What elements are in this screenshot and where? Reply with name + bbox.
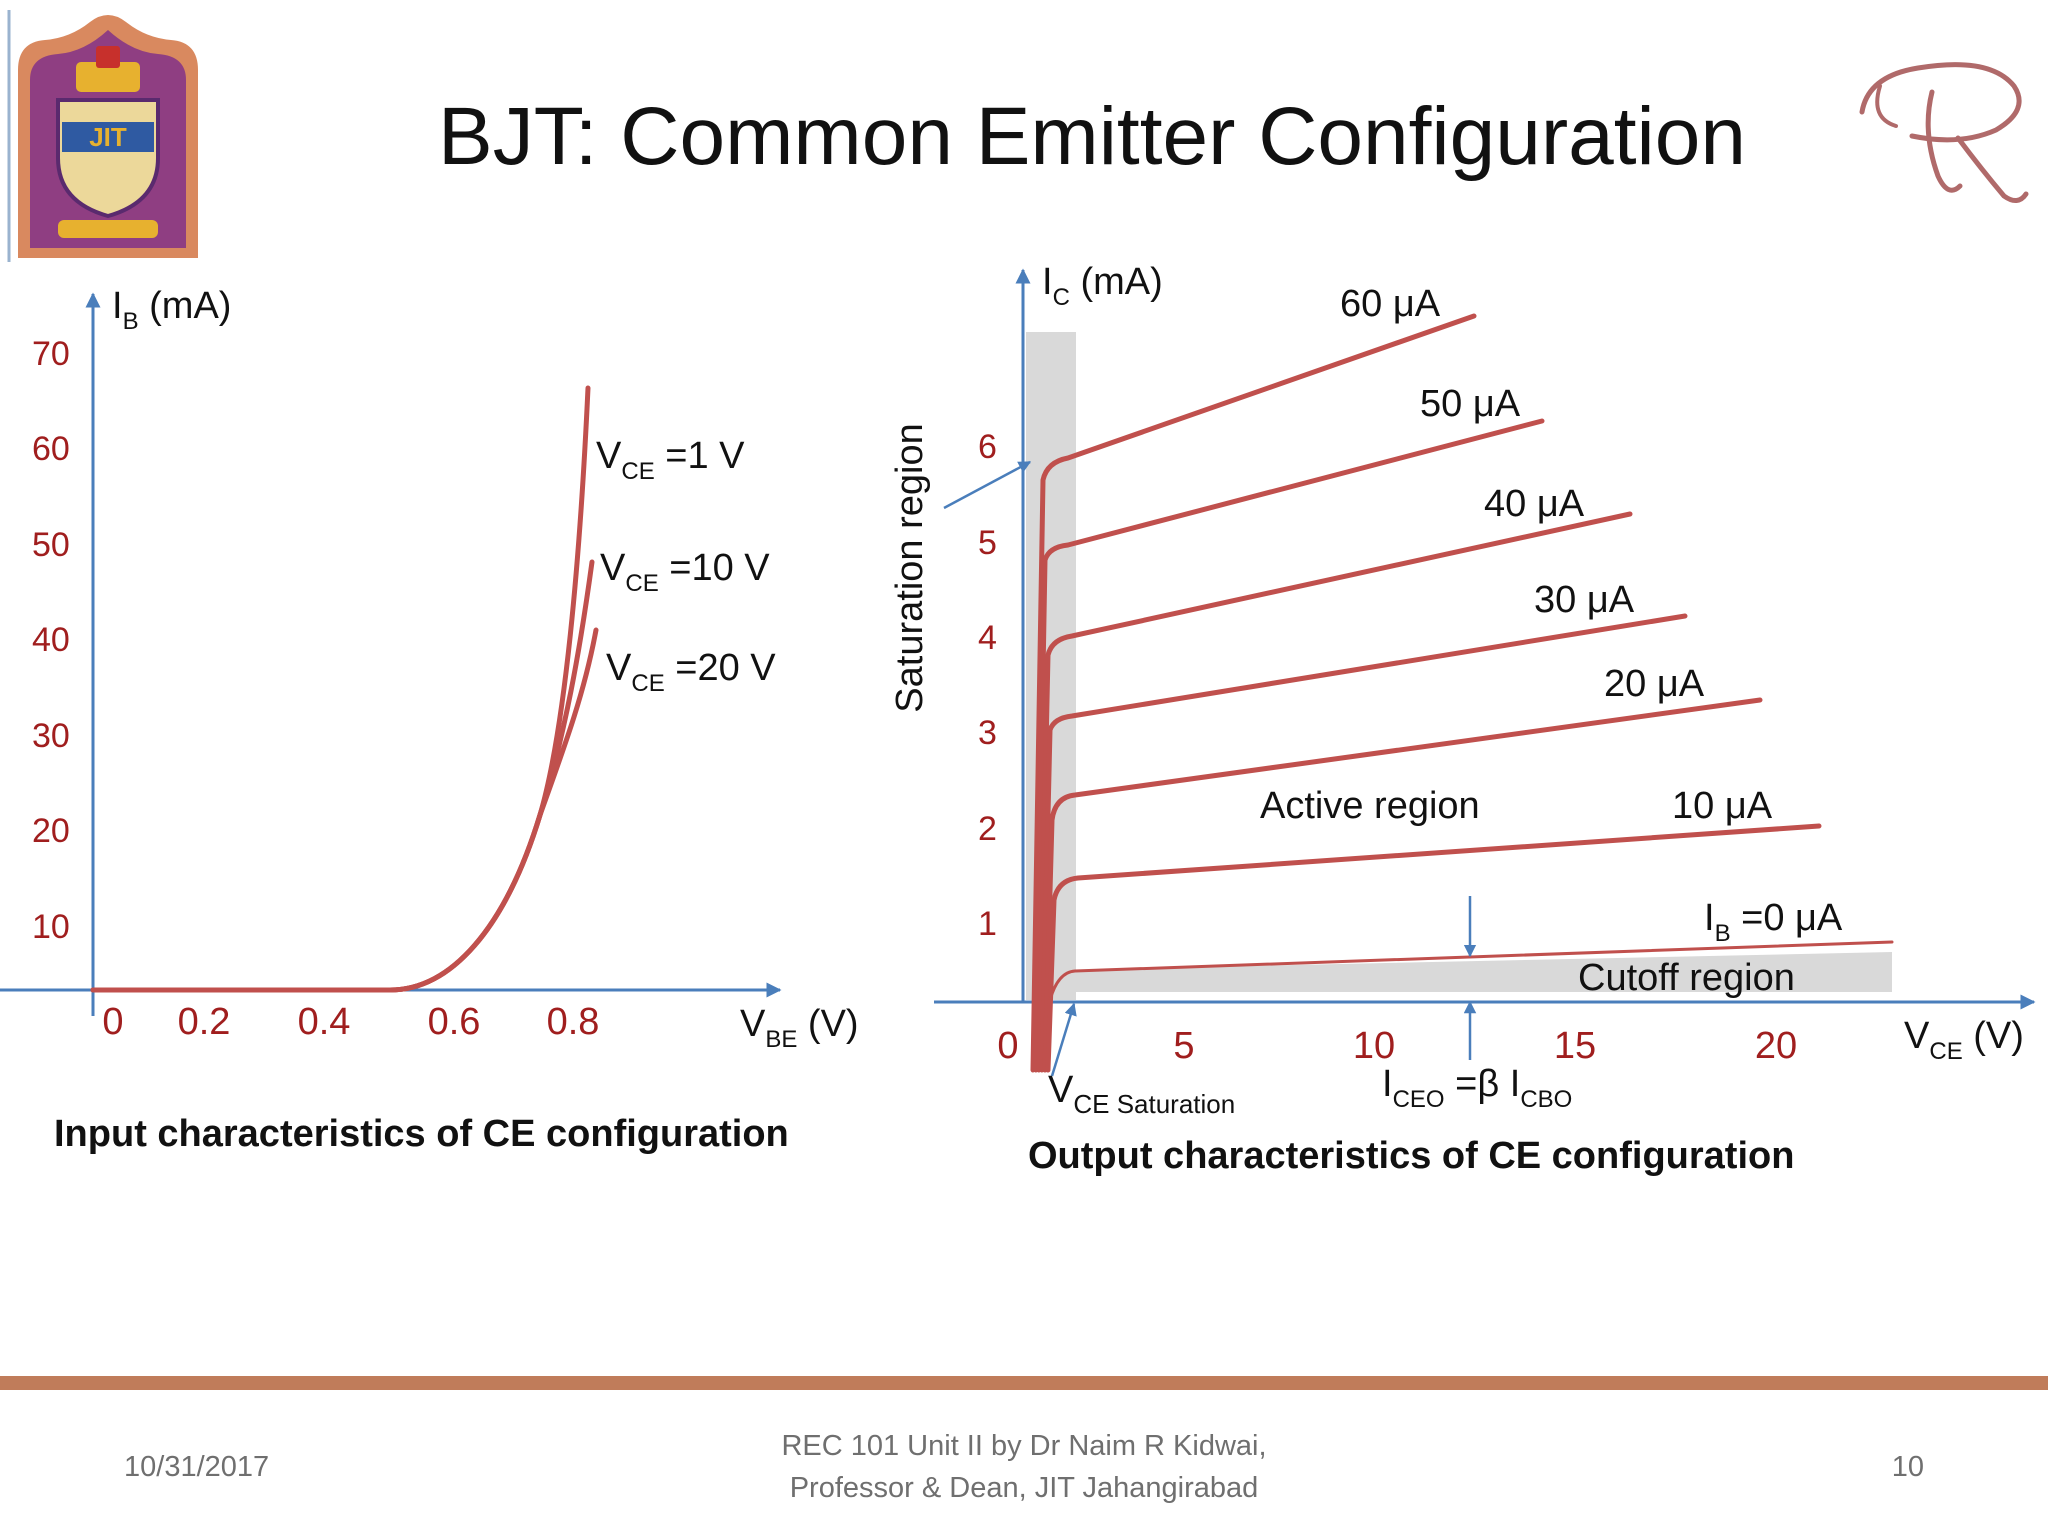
label-vce-1v: VCE =1 V (596, 435, 745, 485)
output-y-tick: 5 (978, 524, 997, 562)
curve-ib-30ua (1039, 613, 1688, 1073)
vce-sat-arrow (1050, 1002, 1077, 1077)
output-y-tick: 6 (978, 428, 997, 466)
input-y-tick: 10 (32, 908, 70, 946)
input-y-tick: 30 (32, 717, 70, 755)
curve-ib-60ua (1030, 313, 1477, 1073)
page-title: BJT: Common Emitter Configuration (438, 91, 1746, 182)
input-y-tick: 20 (32, 812, 70, 850)
footer-date: 10/31/2017 (124, 1451, 269, 1483)
label-ib-20ua: 20 μA (1604, 663, 1705, 705)
curve-ib-40ua (1036, 511, 1633, 1073)
output-x-tick: 20 (1755, 1025, 1797, 1067)
logo-text: JIT (89, 122, 127, 152)
output-y-tick: 4 (978, 619, 997, 657)
input-x-tick: 0.4 (298, 1001, 351, 1043)
input-x-axis-label: VBE (V) (740, 1003, 859, 1053)
input-x-tick: 0.6 (428, 1001, 481, 1043)
input-y-tick: 40 (32, 621, 70, 659)
footer-bar (0, 1376, 2048, 1390)
output-y-ticks: 6 5 4 3 2 1 (978, 428, 997, 943)
output-x-tick: 0 (997, 1025, 1018, 1067)
output-x-tick: 15 (1554, 1025, 1596, 1067)
label-ib-40ua: 40 μA (1484, 483, 1585, 525)
input-x-tick: 0.2 (178, 1001, 231, 1043)
output-y-axis-label: IC (mA) (1042, 261, 1163, 311)
footer-credit-line2: Professor & Dean, JIT Jahangirabad (790, 1472, 1259, 1504)
input-chart-caption: Input characteristics of CE configuratio… (54, 1113, 789, 1155)
input-y-tick: 50 (32, 526, 70, 564)
output-chart-caption: Output characteristics of CE configurati… (1028, 1135, 1794, 1177)
output-chart: IC (mA) VCE (V) 6 5 4 3 2 1 0 5 10 15 20… (889, 261, 2036, 1177)
vce-saturation-label: VCE Saturation (1048, 1069, 1235, 1119)
output-x-tick: 10 (1353, 1025, 1395, 1067)
curve-ib-50ua (1033, 418, 1545, 1073)
label-vce-10v: VCE =10 V (600, 547, 770, 597)
page-number: 10 (1892, 1451, 1924, 1483)
footer-credit-line1: REC 101 Unit II by Dr Naim R Kidwai, (781, 1430, 1266, 1462)
curve-ib-10ua (1045, 823, 1822, 1073)
output-y-tick: 1 (978, 905, 997, 943)
label-ib-30ua: 30 μA (1534, 579, 1635, 621)
output-y-tick: 2 (978, 810, 997, 848)
label-ib-0ua: IB =0 μA (1704, 897, 1843, 947)
label-vce-20v: VCE =20 V (606, 647, 776, 697)
curve-ib-20ua (1042, 697, 1763, 1073)
input-y-axis-label: IB (mA) (112, 285, 231, 335)
output-x-tick: 5 (1173, 1025, 1194, 1067)
input-y-tick: 70 (32, 335, 70, 373)
input-x-tick: 0.8 (547, 1001, 600, 1043)
input-x-tick: 0 (102, 1001, 123, 1043)
label-ib-60ua: 60 μA (1340, 283, 1441, 325)
cutoff-region-shade (1066, 952, 1892, 992)
active-region-label: Active region (1260, 785, 1480, 827)
output-y-tick: 3 (978, 714, 997, 752)
label-ib-50ua: 50 μA (1420, 383, 1521, 425)
input-x-ticks: 0 0.2 0.4 0.6 0.8 (102, 1001, 599, 1043)
saturation-region-arrow (943, 460, 1032, 510)
curve-vce-1v (90, 385, 591, 993)
nr-monogram-logo (1859, 62, 2029, 203)
jit-crest-logo: JIT (18, 15, 198, 258)
input-chart: IB (mA) VBE (V) 70 60 50 40 30 20 10 0 0… (0, 285, 859, 1155)
input-y-tick: 60 (32, 430, 70, 468)
iceo-label: ICEO =β ICBO (1382, 1063, 1572, 1113)
cutoff-region-label: Cutoff region (1578, 957, 1795, 999)
label-ib-10ua: 10 μA (1672, 785, 1773, 827)
input-y-ticks: 70 60 50 40 30 20 10 (32, 335, 70, 946)
output-x-axis-label: VCE (V) (1904, 1015, 2024, 1065)
curve-vce-20v (90, 627, 599, 993)
curve-vce-10v (90, 559, 595, 993)
output-x-ticks: 0 5 10 15 20 (997, 1025, 1797, 1067)
saturation-region-label: Saturation region (889, 423, 931, 712)
curve-ib-0ua (1048, 940, 1894, 1002)
